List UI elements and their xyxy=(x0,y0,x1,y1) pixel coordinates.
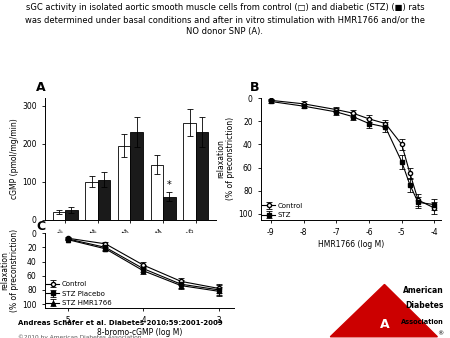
Legend: Control, STZ: Control, STZ xyxy=(262,203,303,218)
Text: ®: ® xyxy=(437,332,444,337)
Text: A: A xyxy=(36,81,45,94)
Text: American: American xyxy=(403,286,444,295)
Bar xyxy=(163,197,176,220)
Polygon shape xyxy=(330,285,437,337)
Text: *: * xyxy=(167,180,172,190)
Bar xyxy=(65,210,77,220)
Bar xyxy=(86,182,98,220)
Bar xyxy=(130,132,143,220)
Text: Andreas Schäfer et al. Diabetes 2010;59:2001-2009: Andreas Schäfer et al. Diabetes 2010;59:… xyxy=(18,319,223,325)
Y-axis label: relaxation
(% of preconstriction): relaxation (% of preconstriction) xyxy=(216,117,235,200)
Text: C: C xyxy=(36,220,45,233)
Text: ©2010 by American Diabetes Association: ©2010 by American Diabetes Association xyxy=(18,335,141,338)
Bar xyxy=(184,123,196,220)
Y-axis label: relaxation
(% of preconstriction): relaxation (% of preconstriction) xyxy=(0,229,19,312)
Legend: Control, STZ Placebo, STZ HMR1766: Control, STZ Placebo, STZ HMR1766 xyxy=(46,281,112,306)
Text: Association: Association xyxy=(401,319,444,324)
X-axis label: HMR1766 (log M): HMR1766 (log M) xyxy=(318,240,384,249)
Bar xyxy=(53,212,65,220)
Bar xyxy=(98,180,110,220)
Bar xyxy=(151,165,163,220)
Y-axis label: cGMP (pmol/mg/min): cGMP (pmol/mg/min) xyxy=(10,119,19,199)
Text: sGC activity in isolated aortic smooth muscle cells from control (□) and diabeti: sGC activity in isolated aortic smooth m… xyxy=(25,3,425,36)
Text: A: A xyxy=(380,318,389,331)
Text: B: B xyxy=(250,81,259,94)
Text: Diabetes: Diabetes xyxy=(405,301,444,310)
Bar xyxy=(196,132,208,220)
X-axis label: 8-bromo-cGMP (log M): 8-bromo-cGMP (log M) xyxy=(97,328,182,337)
Bar xyxy=(118,146,130,220)
